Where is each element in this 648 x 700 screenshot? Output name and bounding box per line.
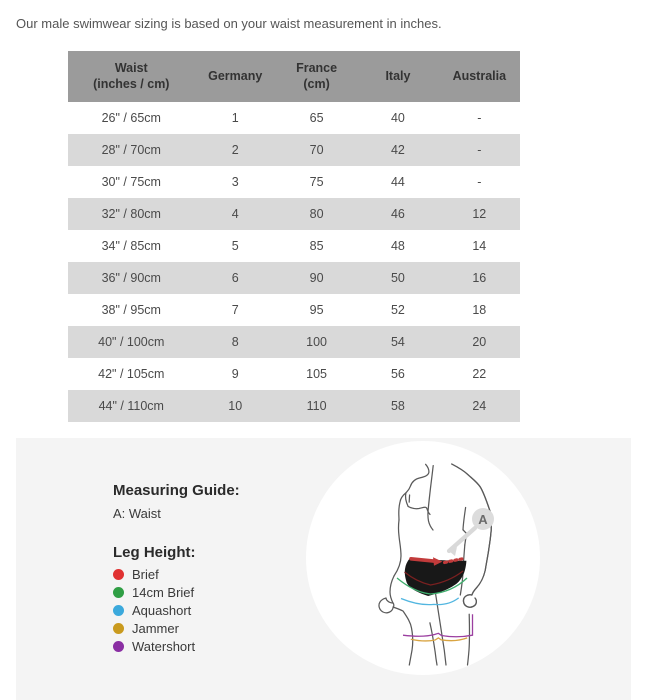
svg-text:A: A <box>478 512 488 527</box>
